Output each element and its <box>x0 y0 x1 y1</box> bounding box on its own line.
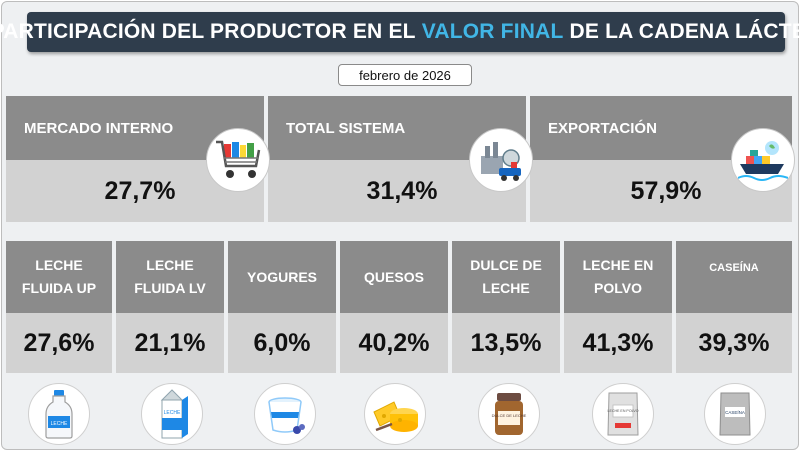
product-value: 40,2% <box>340 313 448 373</box>
product-card-leche-fluida-up: LECHE FLUIDA UP 27,6% <box>6 241 112 373</box>
product-label: CASEÍNA <box>676 241 792 313</box>
product-card-yogures: YOGURES 6,0% <box>228 241 336 373</box>
icon-label: LECHE <box>51 421 68 427</box>
product-value: 41,3% <box>564 313 672 373</box>
market-label: MERCADO INTERNO <box>6 96 264 160</box>
page-title: PARTICIPACIÓN DEL PRODUCTOR EN EL VALOR … <box>0 12 800 52</box>
product-card-quesos: QUESOS 40,2% <box>340 241 448 373</box>
icon-label: DULCE DE LECHE <box>492 413 527 418</box>
icon-label: CASEÍNA <box>725 409 745 415</box>
cargo-ship-icon <box>731 128 795 192</box>
dairy-factory-icon <box>469 128 533 192</box>
product-value: 39,3% <box>676 313 792 373</box>
product-value: 13,5% <box>452 313 560 373</box>
yogurt-cup-icon <box>254 383 316 445</box>
product-label: DULCE DE LECHE <box>452 241 560 313</box>
icon-label: LECHE EN POLVO <box>607 409 638 413</box>
cheese-icon <box>364 383 426 445</box>
milk-bottle-icon: LECHE <box>28 383 90 445</box>
product-label: LECHE FLUIDA UP <box>6 241 112 313</box>
product-card-dulce-de-leche: DULCE DE LECHE 13,5% <box>452 241 560 373</box>
milk-powder-bag-icon: LECHE EN POLVO <box>592 383 654 445</box>
casein-bag-icon: CASEÍNA <box>704 383 766 445</box>
product-value: 6,0% <box>228 313 336 373</box>
milk-carton-icon: LECHE <box>141 383 203 445</box>
title-part2: DE LA CADENA LÁCTEA <box>569 20 800 43</box>
product-label: QUESOS <box>340 241 448 313</box>
product-label: LECHE EN POLVO <box>564 241 672 313</box>
title-highlight: VALOR FINAL <box>421 20 564 43</box>
date-label: febrero de 2026 <box>338 64 472 86</box>
product-card-leche-fluida-lv: LECHE FLUIDA LV 21,1% <box>116 241 224 373</box>
product-value: 21,1% <box>116 313 224 373</box>
dulce-de-leche-jar-icon: DULCE DE LECHE <box>478 383 540 445</box>
title-part1: PARTICIPACIÓN DEL PRODUCTOR EN EL <box>0 20 416 43</box>
product-label: LECHE FLUIDA LV <box>116 241 224 313</box>
product-card-caseina: CASEÍNA 39,3% <box>676 241 792 373</box>
product-value: 27,6% <box>6 313 112 373</box>
shopping-cart-icon <box>206 128 270 192</box>
product-card-leche-en-polvo: LECHE EN POLVO 41,3% <box>564 241 672 373</box>
icon-label: LECHE <box>164 410 181 416</box>
product-label: YOGURES <box>228 241 336 313</box>
